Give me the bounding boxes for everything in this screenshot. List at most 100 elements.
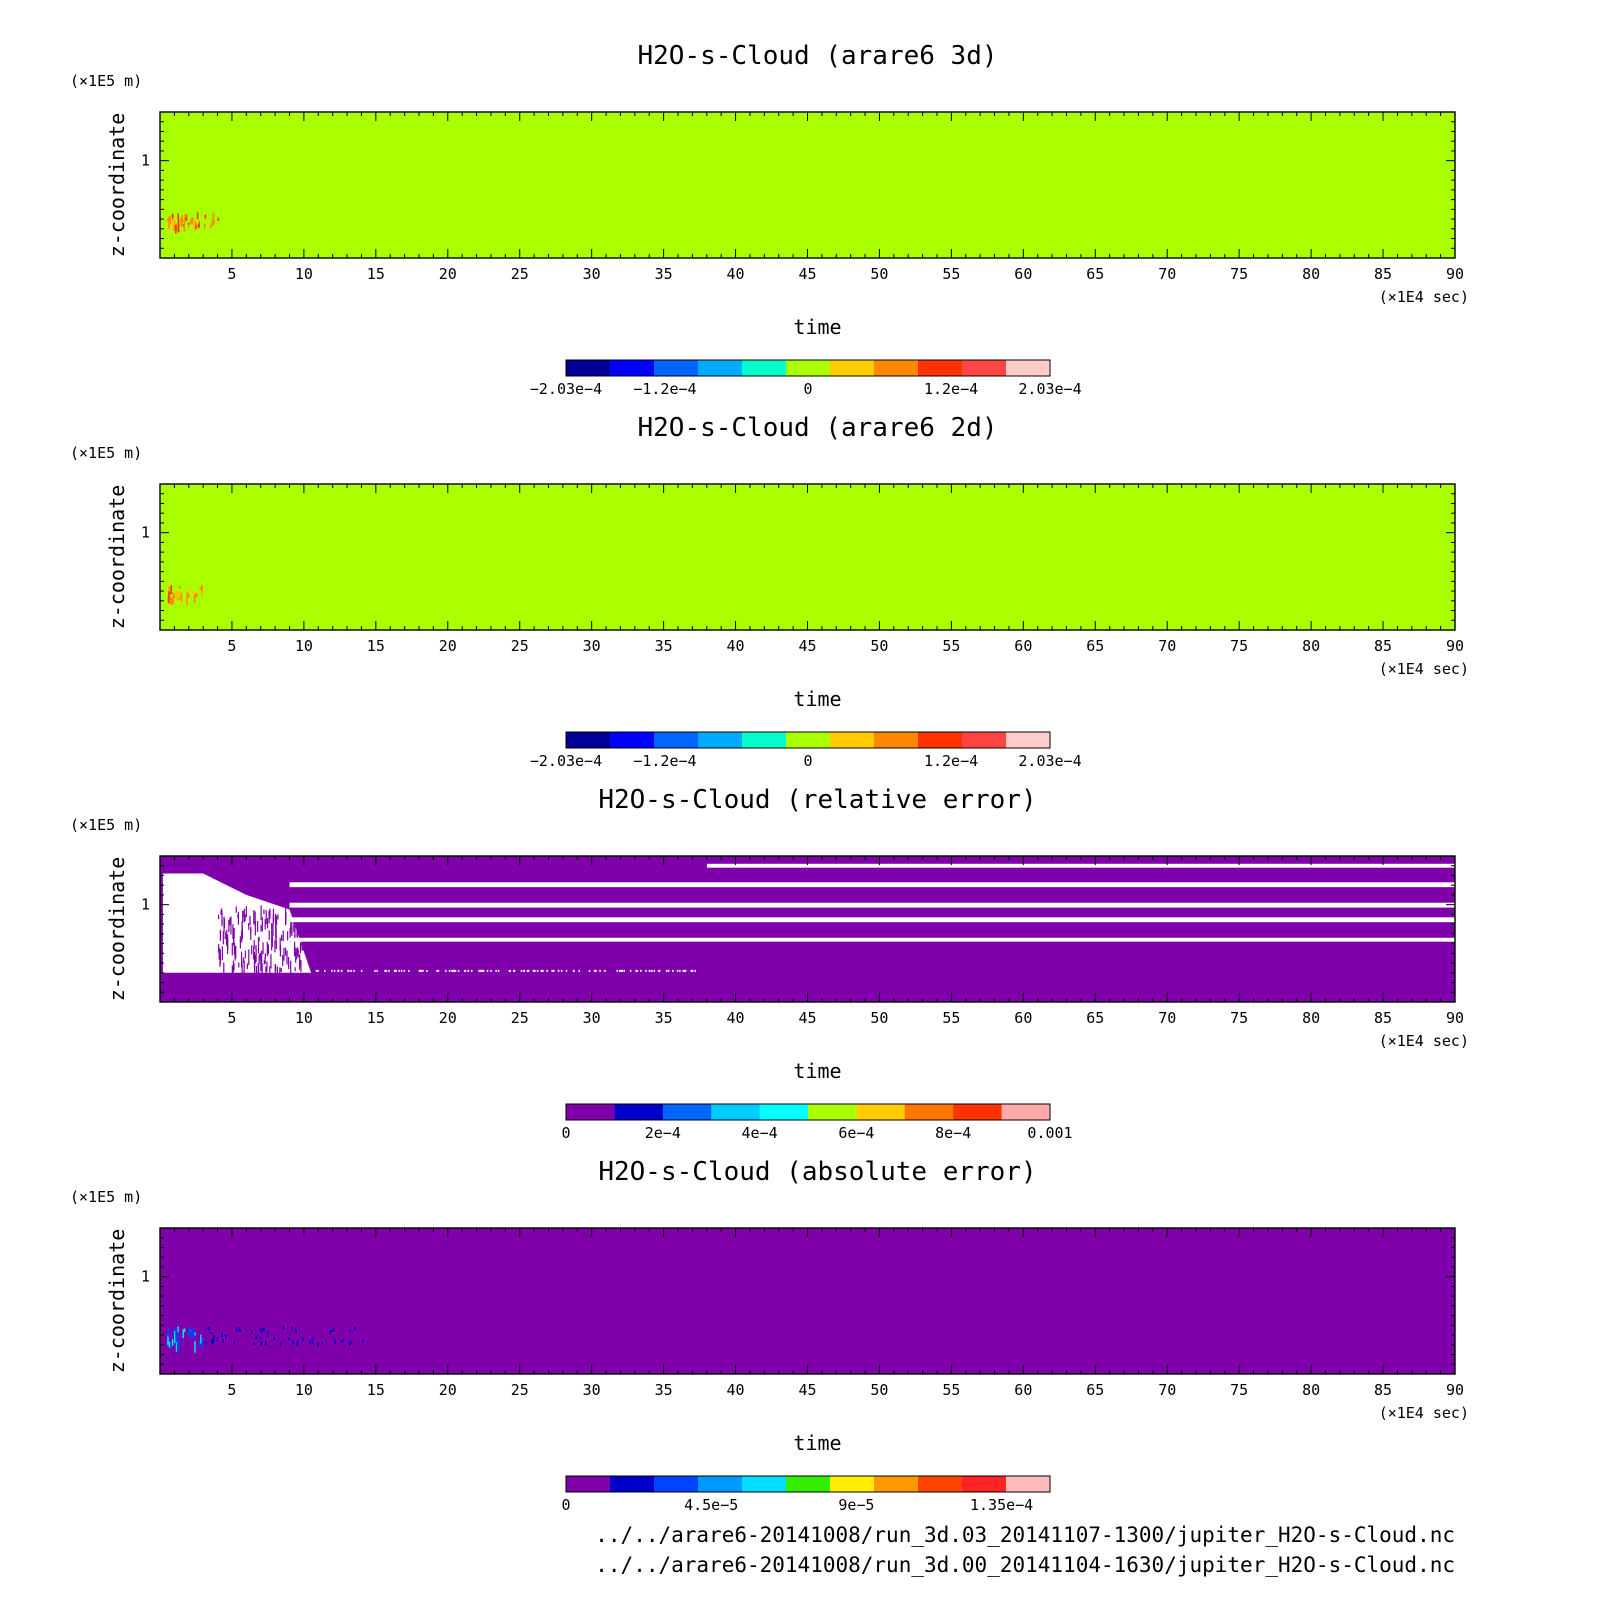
anomaly-speck bbox=[350, 1340, 352, 1345]
anomaly-speck bbox=[182, 1329, 185, 1339]
missing-dot bbox=[691, 969, 694, 972]
anomaly-speck bbox=[169, 215, 171, 220]
field-speck bbox=[290, 927, 292, 934]
field-speck bbox=[284, 920, 287, 926]
colorbar-segment bbox=[874, 360, 919, 376]
anomaly-speck bbox=[212, 217, 214, 226]
missing-dot bbox=[481, 969, 484, 972]
field-speck bbox=[251, 945, 253, 955]
field-speck bbox=[231, 965, 233, 979]
anomaly-speck bbox=[177, 1334, 179, 1338]
field-speck bbox=[275, 939, 277, 949]
anomaly-speck bbox=[168, 222, 170, 229]
missing-dot bbox=[395, 969, 397, 972]
field-speck bbox=[230, 919, 232, 935]
missing-dot bbox=[350, 969, 352, 972]
anomaly-speck bbox=[181, 1341, 184, 1345]
anomaly-speck bbox=[221, 1332, 223, 1338]
field-speck bbox=[250, 928, 252, 940]
missing-dot bbox=[418, 969, 421, 972]
missing-band bbox=[706, 863, 1455, 868]
x-tick-label: 75 bbox=[1230, 637, 1248, 655]
anomaly-speck bbox=[172, 1330, 175, 1339]
missing-dot bbox=[565, 969, 568, 972]
missing-dot bbox=[374, 969, 376, 972]
missing-dot bbox=[480, 969, 482, 972]
field-speck bbox=[289, 927, 291, 942]
anomaly-speck bbox=[172, 596, 175, 604]
colorbar-segment bbox=[856, 1104, 906, 1120]
anomaly-speck bbox=[188, 593, 190, 598]
missing-dot bbox=[616, 969, 619, 972]
field-speck bbox=[268, 910, 270, 924]
missing-dot bbox=[426, 969, 428, 972]
missing-dot bbox=[599, 969, 601, 972]
missing-dot bbox=[665, 969, 668, 972]
x-tick-label: 80 bbox=[1302, 265, 1320, 283]
x-tick-label: 40 bbox=[727, 637, 745, 655]
colorbar-tick-label: 8e−4 bbox=[935, 1124, 971, 1142]
field-speck bbox=[241, 958, 243, 968]
field-speck bbox=[263, 909, 265, 915]
field-speck bbox=[246, 963, 248, 970]
missing-dot bbox=[478, 969, 480, 972]
anomaly-speck bbox=[188, 1326, 191, 1336]
anomaly-speck bbox=[181, 214, 183, 224]
missing-dot bbox=[340, 969, 343, 972]
anomaly-speck bbox=[175, 592, 177, 601]
anomaly-speck bbox=[362, 1338, 364, 1344]
colorbar-segment bbox=[1006, 1476, 1051, 1492]
x-tick-label: 80 bbox=[1302, 1381, 1320, 1399]
field-speck bbox=[291, 920, 293, 926]
missing-dot bbox=[648, 969, 651, 972]
anomaly-speck bbox=[211, 1339, 213, 1345]
anomaly-speck bbox=[172, 592, 175, 599]
colorbar-segment bbox=[1006, 360, 1051, 376]
anomaly-speck bbox=[183, 1328, 186, 1333]
anomaly-speck bbox=[332, 1328, 335, 1332]
colorbar-tick-label: 2e−4 bbox=[645, 1124, 681, 1142]
missing-dot bbox=[467, 969, 470, 972]
missing-dot bbox=[593, 969, 596, 972]
anomaly-speck bbox=[204, 214, 207, 219]
colorbar-segment bbox=[610, 732, 655, 748]
anomaly-speck bbox=[189, 220, 192, 225]
missing-dot bbox=[437, 969, 440, 972]
x-tick-label: 75 bbox=[1230, 265, 1248, 283]
field-speck bbox=[294, 947, 296, 958]
colorbar-segment bbox=[808, 1104, 857, 1120]
anomaly-speck bbox=[186, 592, 189, 597]
y-unit-label: (×1E5 m) bbox=[70, 1188, 142, 1206]
field-speck bbox=[224, 931, 226, 940]
anomaly-speck bbox=[329, 1330, 331, 1335]
anomaly-speck bbox=[167, 1327, 170, 1337]
field-speck bbox=[239, 936, 241, 949]
y-tick-label: 1 bbox=[141, 1268, 150, 1286]
field-speck bbox=[249, 915, 251, 926]
anomaly-speck bbox=[177, 1326, 179, 1333]
x-tick-label: 50 bbox=[870, 265, 888, 283]
x-tick-label: 35 bbox=[655, 1381, 673, 1399]
anomaly-speck bbox=[173, 220, 176, 229]
field-speck bbox=[267, 944, 270, 954]
anomaly-speck bbox=[204, 1340, 207, 1345]
field-speck bbox=[248, 923, 250, 930]
field-speck bbox=[235, 946, 237, 959]
colorbar-segment bbox=[698, 732, 743, 748]
anomaly-speck bbox=[194, 221, 197, 226]
missing-dot bbox=[640, 969, 642, 972]
anomaly-speck bbox=[171, 213, 174, 219]
anomaly-speck bbox=[188, 1331, 190, 1336]
x-tick-label: 60 bbox=[1014, 265, 1032, 283]
anomaly-speck bbox=[194, 1341, 196, 1353]
field-speck bbox=[244, 950, 246, 959]
anomaly-speck bbox=[183, 219, 186, 227]
anomaly-speck bbox=[167, 597, 170, 604]
anomaly-speck bbox=[167, 221, 169, 230]
missing-dot bbox=[457, 969, 460, 972]
field-speck bbox=[298, 958, 301, 970]
field-speck bbox=[258, 955, 260, 965]
x-tick-label: 25 bbox=[511, 637, 529, 655]
anomaly-speck bbox=[213, 1335, 215, 1339]
missing-dot bbox=[448, 969, 451, 972]
